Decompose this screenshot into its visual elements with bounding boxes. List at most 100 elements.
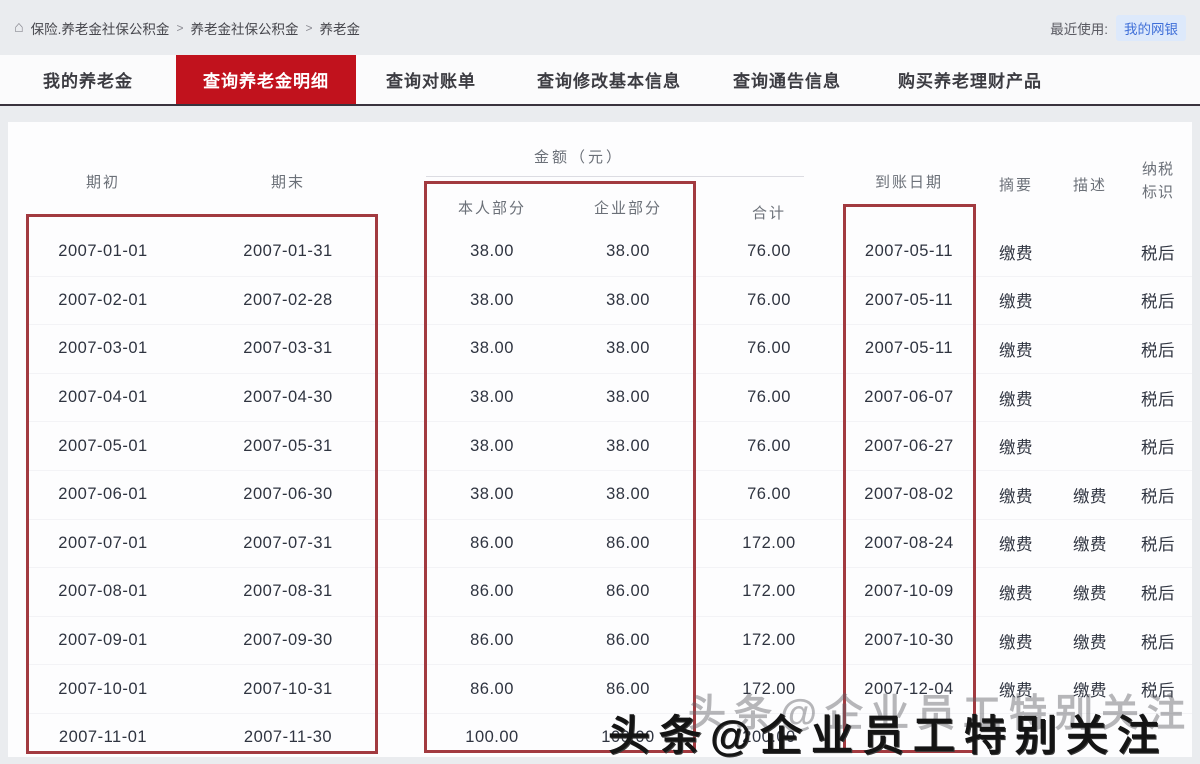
highlight-box-period-columns [26, 214, 378, 754]
highlight-box-amount-columns [424, 181, 696, 753]
cell-arrival-date: 2007-08-24 [864, 533, 954, 552]
cell-company-part: 38.00 [606, 436, 650, 455]
cell-tax-flag: 税后 [1141, 682, 1175, 701]
cell-period-end: 2007-10-31 [243, 679, 333, 698]
cell-arrival-date: 2007-06-27 [864, 436, 954, 455]
cell-summary: 缴费 [999, 390, 1033, 409]
cell-description: 缴费 [1073, 682, 1107, 701]
watermark: 头条@企业员工特别关注 [608, 712, 1168, 759]
cell-personal-part: 38.00 [470, 436, 514, 455]
cell-personal-part: 86.00 [470, 533, 514, 552]
cell-arrival-date: 2007-10-09 [864, 582, 954, 601]
breadcrumb-separator: > [305, 20, 313, 35]
cell-period-start: 2007-03-01 [58, 339, 148, 358]
table-row: 2007-02-01 2007-02-28 38.00 38.00 76.00 2007-… [28, 277, 1192, 326]
col-header-arrival-date: 到账日期 [874, 174, 943, 191]
cell-personal-part: 38.00 [470, 290, 514, 309]
col-header-period-start: 期初 [85, 174, 120, 191]
cell-total: 172.00 [742, 679, 796, 698]
tab-query-notice-info[interactable]: 查询通告信息 [733, 72, 841, 91]
cell-period-end: 2007-08-31 [243, 582, 333, 601]
cell-period-start: 2007-08-01 [58, 582, 148, 601]
cell-arrival-date: 2007-12-04 [864, 679, 954, 698]
col-header-company-part: 企业部分 [593, 200, 662, 217]
cell-company-part: 86.00 [606, 631, 650, 650]
cell-tax-flag: 税后 [1141, 439, 1175, 458]
tab-my-pension[interactable]: 我的养老金 [43, 72, 133, 91]
cell-tax-flag: 税后 [1141, 390, 1175, 409]
cell-period-end: 2007-02-28 [243, 290, 333, 309]
breadcrumb-segment-1[interactable]: 保险.养老金社保公积金 [30, 21, 170, 37]
col-header-description: 描述 [1072, 177, 1107, 194]
breadcrumb: ⌂ 保险.养老金社保公积金 > 养老金社保公积金 > 养老金 最近使用: 我的网… [0, 0, 1200, 55]
cell-company-part: 38.00 [606, 388, 650, 407]
cell-period-start: 2007-07-01 [58, 533, 148, 552]
cell-personal-part: 38.00 [470, 339, 514, 358]
cell-period-start: 2007-10-01 [58, 679, 148, 698]
amount-group-underline [426, 176, 804, 177]
cell-description: 缴费 [1073, 536, 1107, 555]
table-body: 2007-01-01 2007-01-31 38.00 38.00 76.00 2007-… [28, 228, 1192, 757]
tab-query-pension-detail[interactable]: 查询养老金明细 [176, 55, 356, 104]
table-row: 2007-01-01 2007-01-31 38.00 38.00 76.00 2007-… [28, 228, 1192, 277]
cell-tax-flag: 税后 [1141, 341, 1175, 360]
cell-personal-part: 38.00 [470, 485, 514, 504]
home-icon[interactable]: ⌂ [14, 18, 24, 36]
breadcrumb-segment-3[interactable]: 养老金 [319, 21, 360, 37]
cell-arrival-date: 2007-05-11 [864, 290, 954, 309]
breadcrumb-segment-2[interactable]: 养老金社保公积金 [190, 21, 299, 37]
cell-summary: 缴费 [999, 487, 1033, 506]
cell-description: 缴费 [1073, 633, 1107, 652]
cell-tax-flag: 税后 [1141, 487, 1175, 506]
cell-personal-part: 38.00 [470, 388, 514, 407]
cell-summary: 缴费 [999, 536, 1033, 555]
col-header-amount-group: 金额（元） [533, 149, 624, 166]
cell-period-start: 2007-02-01 [58, 290, 148, 309]
cell-company-part: 86.00 [606, 582, 650, 601]
cell-arrival-date: 2007-05-11 [864, 242, 954, 261]
cell-period-start: 2007-05-01 [58, 436, 148, 455]
cell-period-start: 2007-01-01 [58, 242, 148, 261]
table-row: 2007-09-01 2007-09-30 86.00 86.00 172.00 2007… [28, 617, 1192, 666]
cell-tax-flag: 税后 [1141, 584, 1175, 603]
table-row: 2007-10-01 2007-10-31 86.00 86.00 172.00 2007… [28, 665, 1192, 714]
cell-company-part: 86.00 [606, 679, 650, 698]
cell-total: 76.00 [747, 485, 791, 504]
cell-tax-flag: 税后 [1141, 633, 1175, 652]
cell-personal-part: 86.00 [470, 679, 514, 698]
cell-total: 76.00 [747, 388, 791, 407]
cell-summary: 缴费 [999, 341, 1033, 360]
col-header-tax-flag: 纳税 标识 [1141, 161, 1174, 202]
cell-total: 76.00 [747, 290, 791, 309]
table-row: 2007-05-01 2007-05-31 38.00 38.00 76.00 2007-… [28, 422, 1192, 471]
tab-query-modify-basic-info[interactable]: 查询修改基本信息 [537, 72, 681, 91]
col-header-summary: 摘要 [998, 177, 1033, 194]
cell-tax-flag: 税后 [1141, 293, 1175, 312]
cell-personal-part: 86.00 [470, 582, 514, 601]
cell-description: 缴费 [1073, 487, 1107, 506]
cell-total: 76.00 [747, 436, 791, 455]
tab-buy-pension-products[interactable]: 购买养老理财产品 [898, 72, 1042, 91]
cell-total: 172.00 [742, 582, 796, 601]
table-row: 2007-08-01 2007-08-31 86.00 86.00 172.00 2007… [28, 568, 1192, 617]
cell-company-part: 38.00 [606, 242, 650, 261]
cell-period-end: 2007-03-31 [243, 339, 333, 358]
tab-query-statement[interactable]: 查询对账单 [386, 72, 476, 91]
table-row: 2007-11-01 2007-11-30 100.00 100.00 200.00 [28, 714, 1192, 757]
cell-total: 172.00 [742, 631, 796, 650]
breadcrumb-separator: > [176, 20, 184, 35]
table-row: 2007-03-01 2007-03-31 38.00 38.00 76.00 2007-… [28, 325, 1192, 374]
cell-summary: 缴费 [999, 293, 1033, 312]
cell-personal-part: 38.00 [470, 242, 514, 261]
cell-summary: 缴费 [999, 439, 1033, 458]
tab-bar: 我的养老金 查询养老金明细 查询对账单 查询修改基本信息 查询通告信息 购买养老… [0, 55, 1200, 106]
cell-period-start: 2007-04-01 [58, 388, 148, 407]
cell-description: 缴费 [1073, 584, 1107, 603]
cell-arrival-date: 2007-10-30 [864, 631, 954, 650]
recent-used-link[interactable]: 我的网银 [1116, 14, 1186, 41]
cell-period-end: 2007-05-31 [243, 436, 333, 455]
cell-total: 172.00 [742, 533, 796, 552]
cell-tax-flag: 税后 [1141, 536, 1175, 555]
cell-arrival-date: 2007-05-11 [864, 339, 954, 358]
